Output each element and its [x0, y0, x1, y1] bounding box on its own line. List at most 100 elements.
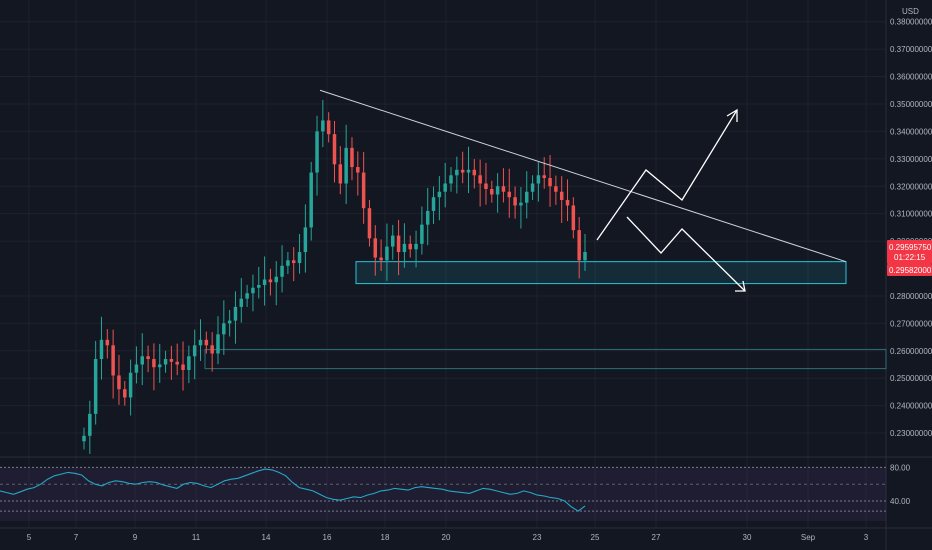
date-tick-label: 20: [442, 533, 451, 542]
candle-body: [356, 167, 360, 173]
date-tick-label: 18: [381, 533, 390, 542]
candle-body: [297, 252, 302, 264]
candle-body: [128, 372, 133, 398]
date-axis[interactable]: 5 7 9 11 14 16 18 20 23 25 27 30 Sep 3: [27, 533, 869, 542]
candle-body: [565, 199, 570, 206]
zone-price-label: 0.29582000: [889, 266, 932, 275]
candle-body: [437, 191, 442, 198]
date-tick-label: 23: [533, 533, 542, 542]
candle-body: [559, 191, 564, 200]
candle-body: [478, 175, 482, 184]
candle-body: [338, 164, 343, 184]
bullish-scenario-arrow: [596, 109, 738, 241]
candle-body: [140, 356, 145, 365]
candle-body: [309, 172, 313, 228]
support-zones: [204, 261, 887, 370]
price-tick-label: 0.31000000: [890, 210, 932, 219]
candle-body: [192, 345, 197, 357]
rsi-tick-label: 80.00: [890, 463, 911, 472]
candle-body: [204, 339, 209, 346]
last-price-label: 0.29595750: [889, 243, 932, 252]
date-tick-label: 11: [192, 533, 201, 542]
date-tick-label: 27: [652, 533, 661, 542]
candle-body: [554, 186, 558, 192]
currency-label: USD: [902, 7, 919, 16]
candle-body: [245, 293, 249, 299]
drawings: [319, 89, 847, 292]
support-zone-upper: [355, 261, 847, 285]
candle-body: [513, 197, 517, 206]
date-tick-label: 25: [591, 533, 600, 542]
candle-body: [524, 191, 529, 203]
candle-body: [367, 208, 372, 239]
candle-body: [490, 188, 494, 195]
candle-body: [495, 186, 500, 195]
candle-body: [414, 243, 418, 250]
candle-body: [361, 172, 366, 209]
candle-body: [111, 345, 115, 376]
candle-body: [216, 334, 220, 354]
candle-body: [105, 339, 110, 346]
candle-body: [373, 238, 378, 258]
candle-body: [93, 359, 98, 414]
candle-body: [408, 243, 412, 250]
candle-body: [501, 186, 506, 192]
candle-body: [472, 169, 477, 176]
date-tick-label: 30: [743, 533, 752, 542]
candle-body: [82, 435, 86, 442]
arrowhead-up-icon: [726, 108, 738, 122]
candle-body: [443, 183, 447, 192]
candle-body: [396, 235, 401, 253]
candle-body: [425, 210, 430, 225]
date-tick-label: 7: [74, 533, 79, 542]
candle-body: [455, 169, 459, 176]
candle-body: [198, 339, 203, 346]
price-tick-label: 0.25000000: [890, 374, 932, 383]
candle-body: [262, 279, 267, 285]
candle-body: [321, 120, 325, 132]
candle-body: [280, 265, 284, 277]
candle-body: [484, 183, 488, 189]
candle-body: [233, 306, 238, 321]
price-tick-label: 0.28000000: [890, 292, 932, 301]
date-tick-label: 3: [864, 533, 869, 542]
price-tick-label: 0.27000000: [890, 319, 932, 328]
candle-body: [379, 257, 383, 261]
candle-body: [449, 175, 453, 184]
candle-body: [268, 279, 273, 283]
candle-body: [181, 364, 185, 370]
candle-body: [466, 169, 471, 173]
rsi-band: [0, 466, 886, 521]
candle-body: [227, 320, 232, 324]
date-tick-label: 14: [262, 533, 271, 542]
date-tick-label: 16: [323, 533, 332, 542]
date-tick-label: 5: [27, 533, 32, 542]
price-tick-label: 0.36000000: [890, 73, 932, 82]
last-price-badge: [887, 240, 932, 264]
candle-body: [157, 364, 162, 368]
price-tick-label: 0.23000000: [890, 429, 932, 438]
candle-body: [326, 120, 331, 135]
candle-body: [239, 298, 244, 307]
candle-body: [222, 323, 226, 335]
price-tick-label: 0.37000000: [890, 45, 932, 54]
candle-body: [420, 224, 424, 244]
candle-body: [536, 175, 541, 184]
candle-body: [175, 361, 179, 365]
candle-body: [274, 276, 278, 283]
candle-body: [542, 175, 546, 179]
rsi-tick-label: 40.00: [890, 497, 911, 506]
candle-body: [123, 389, 127, 398]
candle-body: [146, 356, 150, 360]
candlestick-series: [82, 99, 587, 454]
candle-body: [530, 183, 535, 192]
countdown-label: 01:22:15: [894, 253, 926, 262]
price-tick-label: 0.34000000: [890, 127, 932, 136]
candle-body: [117, 375, 121, 390]
candle-body: [152, 359, 156, 368]
